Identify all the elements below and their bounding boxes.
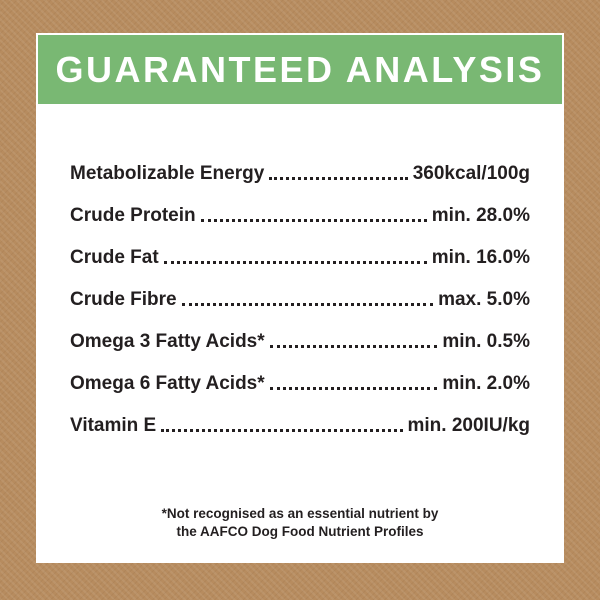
nutrient-label: Metabolizable Energy (70, 163, 265, 184)
analysis-row-crude-fibre: Crude Fibre max. 5.0% (70, 290, 530, 310)
analysis-rows: Metabolizable Energy 360kcal/100g Crude … (36, 104, 564, 436)
aafco-footnote: *Not recognised as an essential nutrient… (36, 505, 564, 541)
nutrient-value: min. 200IU/kg (407, 415, 531, 436)
nutrient-value: min. 28.0% (431, 205, 530, 226)
analysis-row-omega-3: Omega 3 Fatty Acids* min. 0.5% (70, 332, 530, 352)
footnote-line-2: the AAFCO Dog Food Nutrient Profiles (176, 524, 424, 539)
analysis-row-crude-protein: Crude Protein min. 28.0% (70, 206, 530, 226)
dot-leader (163, 261, 427, 264)
guaranteed-analysis-card: GUARANTEED ANALYSIS Metabolizable Energy… (36, 33, 564, 563)
nutrient-label: Crude Protein (70, 205, 196, 226)
nutrient-label: Omega 6 Fatty Acids* (70, 373, 265, 394)
nutrient-label: Crude Fibre (70, 289, 177, 310)
dot-leader (200, 219, 427, 222)
nutrient-label: Vitamin E (70, 415, 157, 436)
card-header: GUARANTEED ANALYSIS (38, 35, 562, 104)
dot-leader (269, 387, 438, 390)
nutrient-value: min. 2.0% (442, 373, 530, 394)
nutrient-label: Omega 3 Fatty Acids* (70, 331, 265, 352)
analysis-row-vitamin-e: Vitamin E min. 200IU/kg (70, 416, 530, 436)
nutrient-label: Crude Fat (70, 247, 159, 268)
footnote-line-1: *Not recognised as an essential nutrient… (161, 506, 439, 521)
nutrient-value: min. 0.5% (442, 331, 530, 352)
dot-leader (269, 177, 408, 180)
dot-leader (161, 429, 403, 432)
dot-leader (181, 303, 434, 306)
nutrient-value: min. 16.0% (431, 247, 530, 268)
dot-leader (269, 345, 438, 348)
analysis-row-metabolizable-energy: Metabolizable Energy 360kcal/100g (70, 164, 530, 184)
analysis-row-crude-fat: Crude Fat min. 16.0% (70, 248, 530, 268)
nutrient-value: 360kcal/100g (412, 163, 530, 184)
nutrient-value: max. 5.0% (438, 289, 530, 310)
page-title: GUARANTEED ANALYSIS (55, 48, 545, 90)
analysis-row-omega-6: Omega 6 Fatty Acids* min. 2.0% (70, 374, 530, 394)
